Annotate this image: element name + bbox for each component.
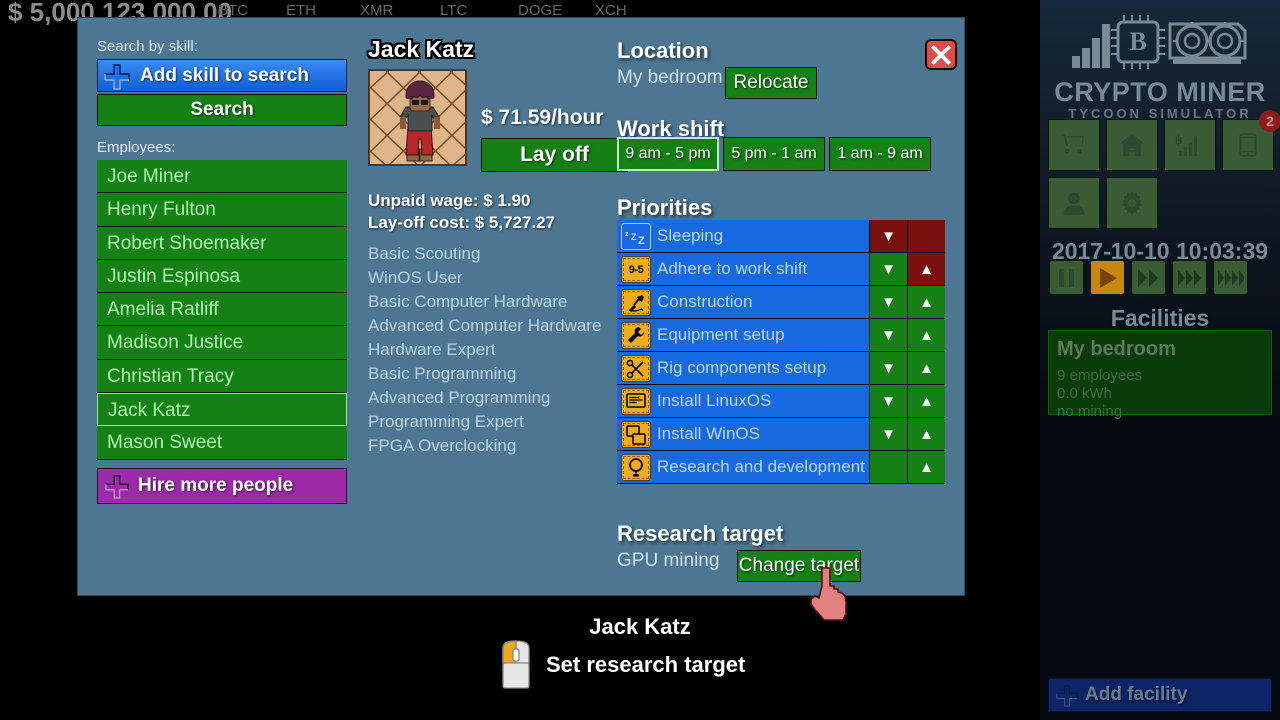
svg-text:Z: Z xyxy=(631,232,637,242)
svg-text:฿: ฿ xyxy=(1175,135,1182,147)
svg-text:B: B xyxy=(1129,27,1146,56)
svg-text:z: z xyxy=(625,231,629,238)
svg-text:Z: Z xyxy=(638,235,645,245)
